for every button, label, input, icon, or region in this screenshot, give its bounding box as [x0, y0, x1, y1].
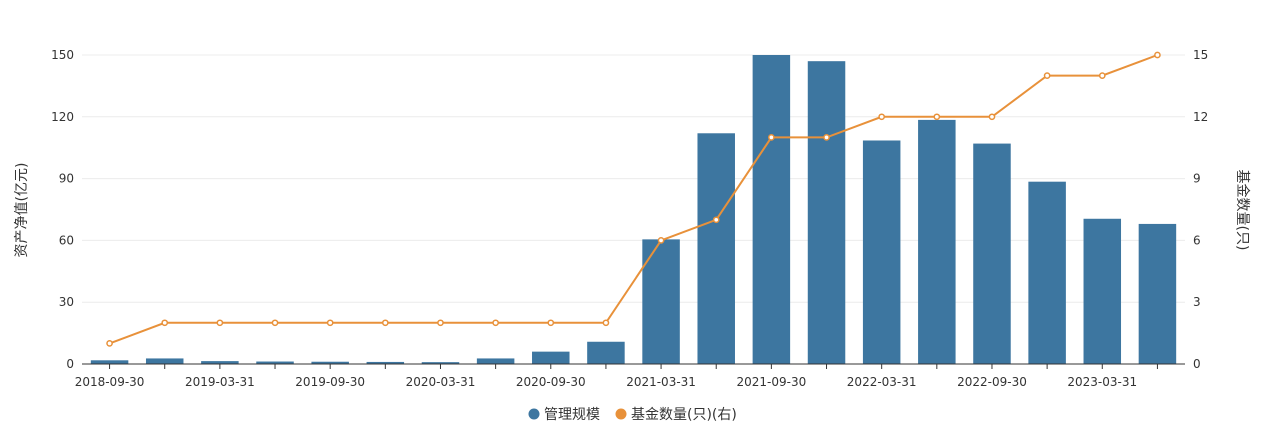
line-point[interactable]: [712, 216, 720, 224]
bar[interactable]: [476, 358, 515, 364]
y-axis-left-title: 资产净值(亿元): [14, 163, 30, 258]
y-left-tick-label: 90: [59, 172, 74, 186]
y-left-tick-label: 60: [59, 233, 74, 247]
y-left-tick-label: 30: [59, 295, 74, 309]
line-point[interactable]: [1098, 72, 1106, 79]
bar[interactable]: [587, 341, 625, 364]
bar[interactable]: [311, 361, 349, 364]
x-tick-label: 2021-03-31: [626, 375, 696, 389]
line-point[interactable]: [988, 113, 996, 121]
line-point[interactable]: [657, 237, 665, 244]
x-tick-label: 2022-09-30: [957, 375, 1027, 389]
bar[interactable]: [532, 351, 570, 364]
line-path: [109, 54, 1158, 345]
legend: 管理规模 基金数量(只)(右): [528, 406, 737, 423]
x-tick-label: 2019-03-31: [185, 375, 255, 389]
line-point[interactable]: [216, 319, 224, 327]
line-point[interactable]: [161, 319, 169, 327]
y-right-tick-label: 9: [1193, 172, 1201, 186]
legend-marker-line[interactable]: [615, 408, 627, 420]
line-point[interactable]: [602, 319, 610, 327]
bar[interactable]: [973, 143, 1011, 364]
line-point[interactable]: [547, 319, 555, 327]
bar[interactable]: [201, 361, 239, 364]
bar[interactable]: [366, 361, 405, 364]
y-right-tick-label: 12: [1193, 110, 1208, 124]
x-tick-label: 2019-09-30: [295, 375, 365, 389]
y-left-tick-label: 0: [66, 357, 74, 371]
bar[interactable]: [1028, 181, 1066, 364]
y-left-tick-label: 150: [51, 48, 74, 62]
line-point[interactable]: [1154, 51, 1161, 59]
bar[interactable]: [807, 61, 846, 365]
y-right-tick-label: 15: [1193, 48, 1208, 62]
axes: 0 30 60 90 120 150 0 3 6 9 12 15 2018-09-30 2019-03-3…: [51, 48, 1208, 389]
y-right-tick-label: 3: [1193, 295, 1201, 309]
bar[interactable]: [1138, 223, 1177, 364]
bar[interactable]: [862, 140, 901, 364]
x-tick-label: 2018-09-30: [75, 375, 145, 389]
x-tick-label: 2022-03-31: [847, 375, 917, 389]
line-point[interactable]: [878, 113, 886, 121]
line-point[interactable]: [1043, 72, 1051, 79]
x-tick-label: 2021-09-30: [737, 375, 807, 389]
line-point[interactable]: [768, 134, 775, 141]
line-point[interactable]: [381, 319, 389, 327]
bar[interactable]: [752, 55, 791, 364]
y-right-tick-label: 0: [1193, 357, 1201, 371]
x-tick-label: 2020-03-31: [406, 375, 476, 389]
bar[interactable]: [1083, 218, 1122, 364]
x-tick-label: 2023-03-31: [1067, 375, 1137, 389]
y-right-tick-label: 6: [1193, 233, 1201, 247]
bar[interactable]: [697, 133, 735, 364]
line-point[interactable]: [933, 113, 941, 121]
y-axis-right-title: 基金数量(只): [1234, 170, 1251, 251]
line-point[interactable]: [492, 319, 499, 327]
bar[interactable]: [256, 361, 294, 364]
bar[interactable]: [642, 239, 680, 364]
x-tick-label: 2020-09-30: [516, 375, 586, 389]
bar[interactable]: [90, 360, 129, 364]
bar[interactable]: [145, 358, 184, 364]
line-point[interactable]: [106, 340, 113, 347]
line-point[interactable]: [271, 319, 279, 327]
line-point[interactable]: [437, 319, 444, 327]
legend-marker-bar[interactable]: [528, 408, 540, 420]
line-point[interactable]: [823, 134, 830, 141]
y-left-tick-label: 120: [51, 110, 74, 124]
legend-label-bar[interactable]: 管理规模: [544, 407, 600, 423]
gridlines: [82, 54, 1185, 303]
legend-label-line[interactable]: 基金数量(只)(右): [631, 406, 737, 423]
bar[interactable]: [421, 362, 460, 364]
bar[interactable]: [918, 119, 956, 364]
line-series: [106, 51, 1161, 347]
line-point[interactable]: [326, 319, 334, 327]
